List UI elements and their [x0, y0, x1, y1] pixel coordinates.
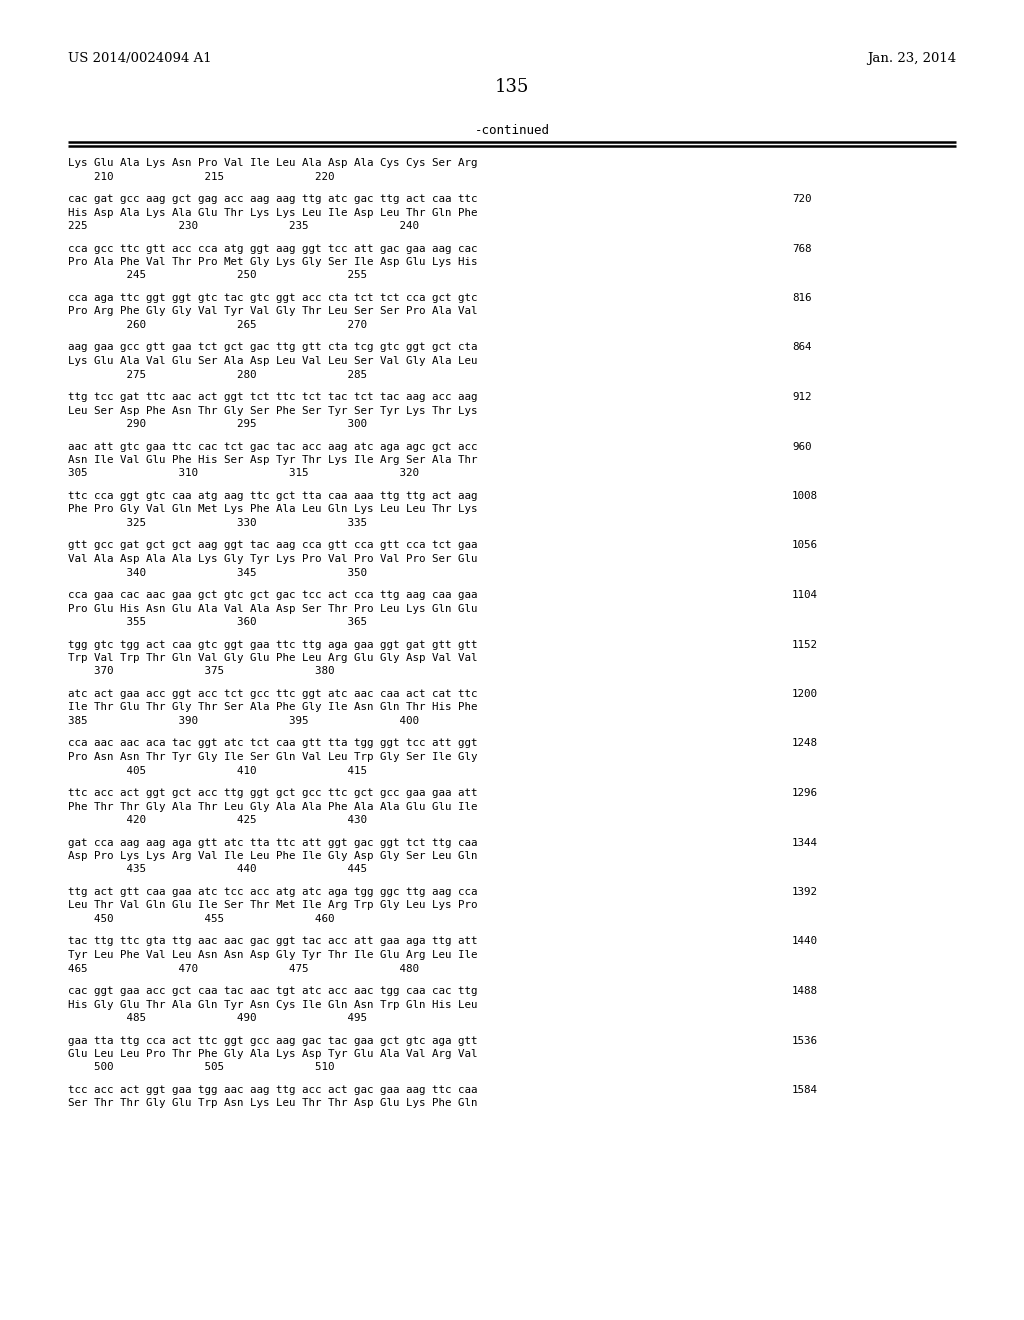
Text: Leu Ser Asp Phe Asn Thr Gly Ser Phe Ser Tyr Ser Tyr Lys Thr Lys: Leu Ser Asp Phe Asn Thr Gly Ser Phe Ser … — [68, 405, 477, 416]
Text: gtt gcc gat gct gct aag ggt tac aag cca gtt cca gtt cca tct gaa: gtt gcc gat gct gct aag ggt tac aag cca … — [68, 540, 477, 550]
Text: Phe Pro Gly Val Gln Met Lys Phe Ala Leu Gln Lys Leu Leu Thr Lys: Phe Pro Gly Val Gln Met Lys Phe Ala Leu … — [68, 504, 477, 515]
Text: US 2014/0024094 A1: US 2014/0024094 A1 — [68, 51, 212, 65]
Text: cca gaa cac aac gaa gct gtc gct gac tcc act cca ttg aag caa gaa: cca gaa cac aac gaa gct gtc gct gac tcc … — [68, 590, 477, 601]
Text: 816: 816 — [792, 293, 811, 304]
Text: aac att gtc gaa ttc cac tct gac tac acc aag atc aga agc gct acc: aac att gtc gaa ttc cac tct gac tac acc … — [68, 441, 477, 451]
Text: 1536: 1536 — [792, 1035, 818, 1045]
Text: Pro Glu His Asn Glu Ala Val Ala Asp Ser Thr Pro Leu Lys Gln Glu: Pro Glu His Asn Glu Ala Val Ala Asp Ser … — [68, 603, 477, 614]
Text: atc act gaa acc ggt acc tct gcc ttc ggt atc aac caa act cat ttc: atc act gaa acc ggt acc tct gcc ttc ggt … — [68, 689, 477, 700]
Text: 1200: 1200 — [792, 689, 818, 700]
Text: 450              455              460: 450 455 460 — [68, 913, 335, 924]
Text: 720: 720 — [792, 194, 811, 205]
Text: Pro Asn Asn Thr Tyr Gly Ile Ser Gln Val Leu Trp Gly Ser Ile Gly: Pro Asn Asn Thr Tyr Gly Ile Ser Gln Val … — [68, 752, 477, 762]
Text: 768: 768 — [792, 243, 811, 253]
Text: 225              230              235              240: 225 230 235 240 — [68, 220, 419, 231]
Text: tgg gtc tgg act caa gtc ggt gaa ttc ttg aga gaa ggt gat gtt gtt: tgg gtc tgg act caa gtc ggt gaa ttc ttg … — [68, 639, 477, 649]
Text: cca gcc ttc gtt acc cca atg ggt aag ggt tcc att gac gaa aag cac: cca gcc ttc gtt acc cca atg ggt aag ggt … — [68, 243, 477, 253]
Text: ttc acc act ggt gct acc ttg ggt gct gcc ttc gct gcc gaa gaa att: ttc acc act ggt gct acc ttg ggt gct gcc … — [68, 788, 477, 799]
Text: 1392: 1392 — [792, 887, 818, 898]
Text: 1584: 1584 — [792, 1085, 818, 1096]
Text: gat cca aag aag aga gtt atc tta ttc att ggt gac ggt tct ttg caa: gat cca aag aag aga gtt atc tta ttc att … — [68, 837, 477, 847]
Text: Val Ala Asp Ala Ala Lys Gly Tyr Lys Pro Val Pro Val Pro Ser Glu: Val Ala Asp Ala Ala Lys Gly Tyr Lys Pro … — [68, 554, 477, 564]
Text: 1056: 1056 — [792, 540, 818, 550]
Text: 340              345              350: 340 345 350 — [68, 568, 367, 578]
Text: -continued: -continued — [474, 124, 550, 137]
Text: cac ggt gaa acc gct caa tac aac tgt atc acc aac tgg caa cac ttg: cac ggt gaa acc gct caa tac aac tgt atc … — [68, 986, 477, 997]
Text: His Gly Glu Thr Ala Gln Tyr Asn Cys Ile Gln Asn Trp Gln His Leu: His Gly Glu Thr Ala Gln Tyr Asn Cys Ile … — [68, 999, 477, 1010]
Text: cca aga ttc ggt ggt gtc tac gtc ggt acc cta tct tct cca gct gtc: cca aga ttc ggt ggt gtc tac gtc ggt acc … — [68, 293, 477, 304]
Text: Pro Ala Phe Val Thr Pro Met Gly Lys Gly Ser Ile Asp Glu Lys His: Pro Ala Phe Val Thr Pro Met Gly Lys Gly … — [68, 257, 477, 267]
Text: 260              265              270: 260 265 270 — [68, 319, 367, 330]
Text: ttg tcc gat ttc aac act ggt tct ttc tct tac tct tac aag acc aag: ttg tcc gat ttc aac act ggt tct ttc tct … — [68, 392, 477, 403]
Text: 485              490              495: 485 490 495 — [68, 1012, 367, 1023]
Text: 1488: 1488 — [792, 986, 818, 997]
Text: Ser Thr Thr Gly Glu Trp Asn Lys Leu Thr Thr Asp Glu Lys Phe Gln: Ser Thr Thr Gly Glu Trp Asn Lys Leu Thr … — [68, 1098, 477, 1109]
Text: 290              295              300: 290 295 300 — [68, 418, 367, 429]
Text: Tyr Leu Phe Val Leu Asn Asn Asp Gly Tyr Thr Ile Glu Arg Leu Ile: Tyr Leu Phe Val Leu Asn Asn Asp Gly Tyr … — [68, 950, 477, 960]
Text: His Asp Ala Lys Ala Glu Thr Lys Lys Leu Ile Asp Leu Thr Gln Phe: His Asp Ala Lys Ala Glu Thr Lys Lys Leu … — [68, 207, 477, 218]
Text: 1008: 1008 — [792, 491, 818, 502]
Text: 275              280              285: 275 280 285 — [68, 370, 367, 380]
Text: 912: 912 — [792, 392, 811, 403]
Text: 405              410              415: 405 410 415 — [68, 766, 367, 776]
Text: 385              390              395              400: 385 390 395 400 — [68, 715, 419, 726]
Text: 1440: 1440 — [792, 936, 818, 946]
Text: cca aac aac aca tac ggt atc tct caa gtt tta tgg ggt tcc att ggt: cca aac aac aca tac ggt atc tct caa gtt … — [68, 738, 477, 748]
Text: 465              470              475              480: 465 470 475 480 — [68, 964, 419, 974]
Text: tac ttg ttc gta ttg aac aac gac ggt tac acc att gaa aga ttg att: tac ttg ttc gta ttg aac aac gac ggt tac … — [68, 936, 477, 946]
Text: 1104: 1104 — [792, 590, 818, 601]
Text: 864: 864 — [792, 342, 811, 352]
Text: Trp Val Trp Thr Gln Val Gly Glu Phe Leu Arg Glu Gly Asp Val Val: Trp Val Trp Thr Gln Val Gly Glu Phe Leu … — [68, 653, 477, 663]
Text: Pro Arg Phe Gly Gly Val Tyr Val Gly Thr Leu Ser Ser Pro Ala Val: Pro Arg Phe Gly Gly Val Tyr Val Gly Thr … — [68, 306, 477, 317]
Text: Glu Leu Leu Pro Thr Phe Gly Ala Lys Asp Tyr Glu Ala Val Arg Val: Glu Leu Leu Pro Thr Phe Gly Ala Lys Asp … — [68, 1049, 477, 1059]
Text: cac gat gcc aag gct gag acc aag aag ttg atc gac ttg act caa ttc: cac gat gcc aag gct gag acc aag aag ttg … — [68, 194, 477, 205]
Text: 420              425              430: 420 425 430 — [68, 814, 367, 825]
Text: ttc cca ggt gtc caa atg aag ttc gct tta caa aaa ttg ttg act aag: ttc cca ggt gtc caa atg aag ttc gct tta … — [68, 491, 477, 502]
Text: Asn Ile Val Glu Phe His Ser Asp Tyr Thr Lys Ile Arg Ser Ala Thr: Asn Ile Val Glu Phe His Ser Asp Tyr Thr … — [68, 455, 477, 465]
Text: Lys Glu Ala Val Glu Ser Ala Asp Leu Val Leu Ser Val Gly Ala Leu: Lys Glu Ala Val Glu Ser Ala Asp Leu Val … — [68, 356, 477, 366]
Text: gaa tta ttg cca act ttc ggt gcc aag gac tac gaa gct gtc aga gtt: gaa tta ttg cca act ttc ggt gcc aag gac … — [68, 1035, 477, 1045]
Text: 305              310              315              320: 305 310 315 320 — [68, 469, 419, 479]
Text: 210              215              220: 210 215 220 — [68, 172, 335, 181]
Text: tcc acc act ggt gaa tgg aac aag ttg acc act gac gaa aag ttc caa: tcc acc act ggt gaa tgg aac aag ttg acc … — [68, 1085, 477, 1096]
Text: aag gaa gcc gtt gaa tct gct gac ttg gtt cta tcg gtc ggt gct cta: aag gaa gcc gtt gaa tct gct gac ttg gtt … — [68, 342, 477, 352]
Text: 500              505              510: 500 505 510 — [68, 1063, 335, 1072]
Text: Leu Thr Val Gln Glu Ile Ser Thr Met Ile Arg Trp Gly Leu Lys Pro: Leu Thr Val Gln Glu Ile Ser Thr Met Ile … — [68, 900, 477, 911]
Text: 1344: 1344 — [792, 837, 818, 847]
Text: Ile Thr Glu Thr Gly Thr Ser Ala Phe Gly Ile Asn Gln Thr His Phe: Ile Thr Glu Thr Gly Thr Ser Ala Phe Gly … — [68, 702, 477, 713]
Text: 355              360              365: 355 360 365 — [68, 616, 367, 627]
Text: 960: 960 — [792, 441, 811, 451]
Text: 370              375              380: 370 375 380 — [68, 667, 335, 676]
Text: Jan. 23, 2014: Jan. 23, 2014 — [867, 51, 956, 65]
Text: ttg act gtt caa gaa atc tcc acc atg atc aga tgg ggc ttg aag cca: ttg act gtt caa gaa atc tcc acc atg atc … — [68, 887, 477, 898]
Text: Asp Pro Lys Lys Arg Val Ile Leu Phe Ile Gly Asp Gly Ser Leu Gln: Asp Pro Lys Lys Arg Val Ile Leu Phe Ile … — [68, 851, 477, 861]
Text: 1152: 1152 — [792, 639, 818, 649]
Text: Phe Thr Thr Gly Ala Thr Leu Gly Ala Ala Phe Ala Ala Glu Glu Ile: Phe Thr Thr Gly Ala Thr Leu Gly Ala Ala … — [68, 801, 477, 812]
Text: 1296: 1296 — [792, 788, 818, 799]
Text: Lys Glu Ala Lys Asn Pro Val Ile Leu Ala Asp Ala Cys Cys Ser Arg: Lys Glu Ala Lys Asn Pro Val Ile Leu Ala … — [68, 158, 477, 168]
Text: 135: 135 — [495, 78, 529, 96]
Text: 435              440              445: 435 440 445 — [68, 865, 367, 874]
Text: 245              250              255: 245 250 255 — [68, 271, 367, 281]
Text: 325              330              335: 325 330 335 — [68, 517, 367, 528]
Text: 1248: 1248 — [792, 738, 818, 748]
